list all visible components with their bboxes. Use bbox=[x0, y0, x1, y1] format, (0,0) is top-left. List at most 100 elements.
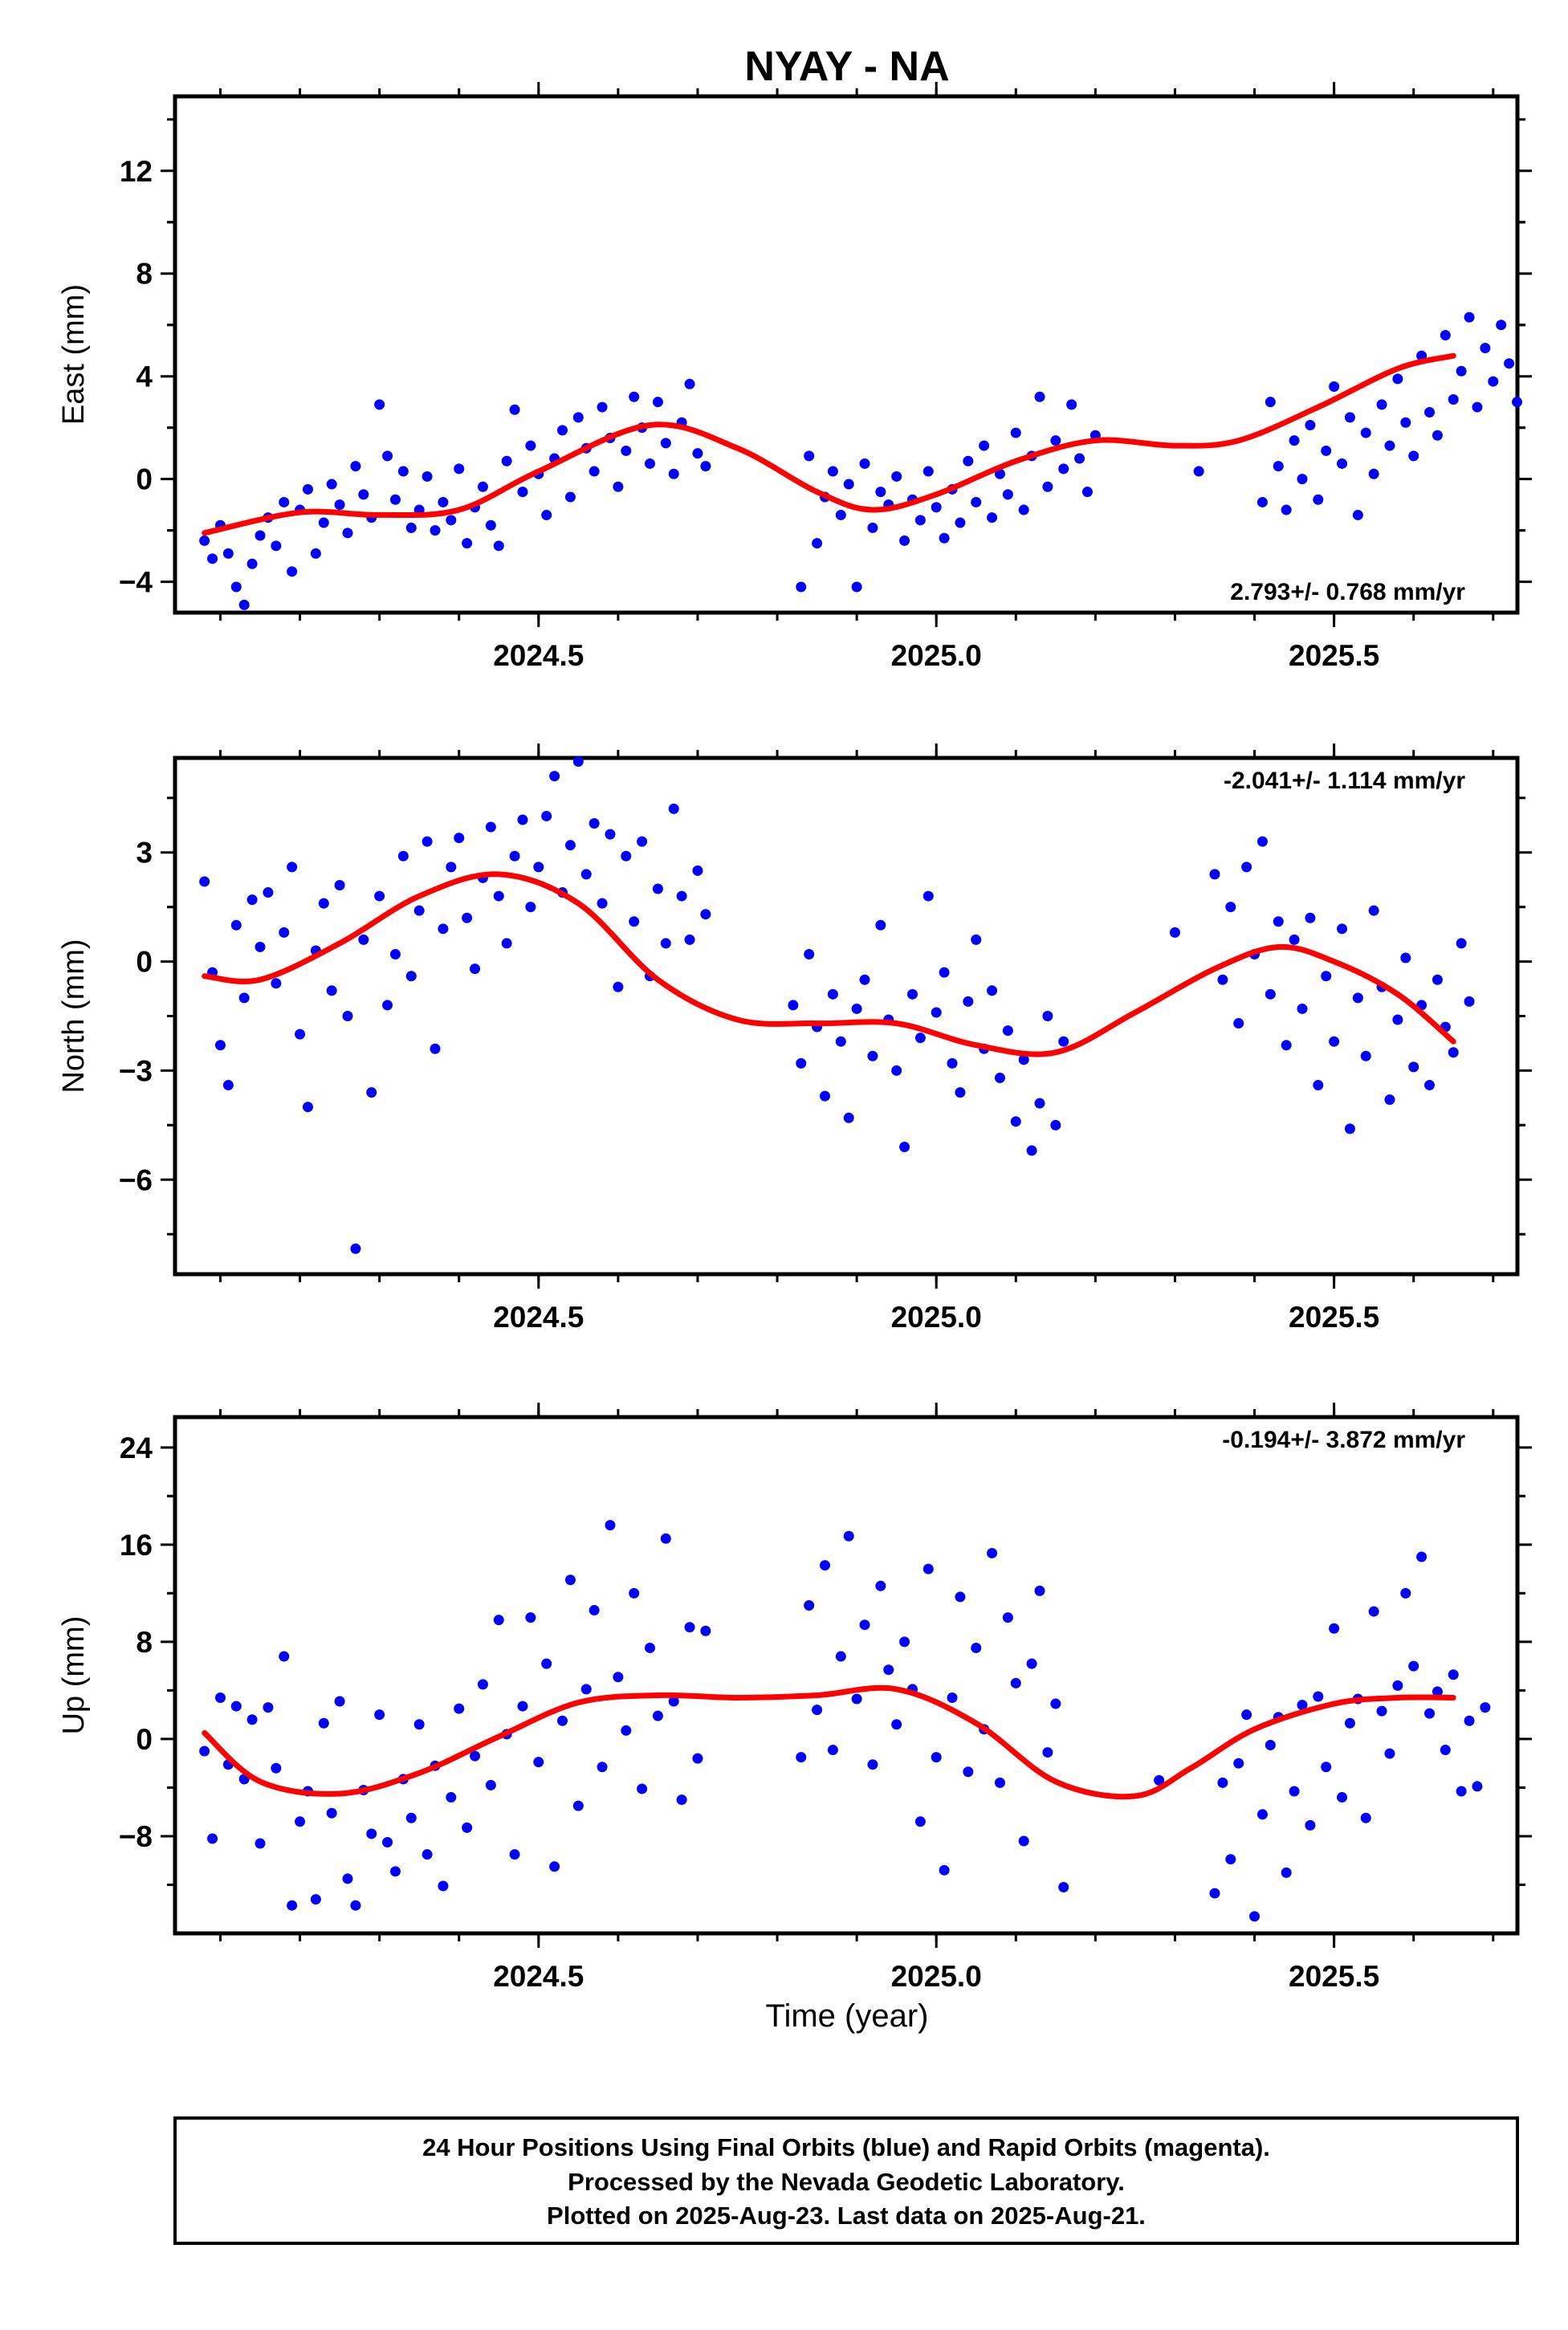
north-final-point bbox=[1289, 934, 1300, 945]
north-final-point bbox=[867, 1050, 878, 1061]
up-final-point bbox=[939, 1864, 950, 1876]
north-final-point bbox=[994, 1072, 1005, 1083]
north-panel: 2024.5 2025.0 2025.5 −6 −3 0 3 North (mm) -2.041… bbox=[57, 743, 1532, 1334]
north-final-point bbox=[589, 818, 600, 829]
north-final-point bbox=[914, 1033, 926, 1044]
east-final-point bbox=[1384, 440, 1395, 451]
up-final-point bbox=[477, 1679, 488, 1690]
up-final-point bbox=[207, 1833, 218, 1844]
east-model-curve bbox=[202, 352, 1456, 536]
up-final-point bbox=[637, 1783, 648, 1794]
north-final-point bbox=[637, 836, 648, 847]
east-final-point bbox=[557, 425, 568, 436]
east-final-point bbox=[891, 470, 902, 482]
north-final-point bbox=[931, 1007, 942, 1018]
east-final-point bbox=[1496, 320, 1507, 331]
north-final-point bbox=[827, 988, 838, 1000]
east-final-point bbox=[1456, 365, 1467, 377]
north-final-point bbox=[501, 938, 512, 949]
north-rate-annotation: -2.041+/- 1.114 mm/yr bbox=[1224, 768, 1465, 794]
north-final-point bbox=[1368, 905, 1379, 916]
north-final-point bbox=[271, 978, 282, 989]
up-final-point bbox=[899, 1636, 910, 1648]
up-final-point bbox=[1058, 1882, 1069, 1893]
east-final-point bbox=[318, 517, 329, 528]
east-final-point bbox=[358, 489, 369, 500]
up-final-point bbox=[1472, 1781, 1483, 1792]
north-final-point bbox=[485, 821, 496, 833]
up-final-point bbox=[318, 1717, 329, 1729]
east-final-point bbox=[597, 401, 608, 413]
up-final-point bbox=[1233, 1758, 1244, 1769]
north-final-point bbox=[446, 862, 457, 873]
east-final-point bbox=[246, 558, 258, 569]
up-final-point bbox=[1400, 1587, 1411, 1599]
east-final-point bbox=[1297, 474, 1308, 485]
east-final-point bbox=[238, 599, 250, 610]
east-final-point bbox=[922, 466, 934, 477]
east-final-point bbox=[979, 440, 990, 451]
north-final-point bbox=[1209, 869, 1220, 880]
east-final-point bbox=[851, 581, 862, 593]
north-x-tick-label: 2025.5 bbox=[1289, 1301, 1379, 1334]
east-final-point bbox=[859, 458, 870, 469]
east-final-point bbox=[660, 438, 671, 449]
east-final-point bbox=[914, 515, 926, 526]
footer-line-1: 24 Hour Positions Using Final Orbits (bl… bbox=[422, 2133, 1270, 2161]
north-final-point bbox=[255, 941, 266, 952]
north-final-point bbox=[1305, 912, 1316, 923]
up-final-point bbox=[700, 1625, 711, 1636]
up-final-point bbox=[557, 1715, 568, 1726]
north-final-point bbox=[374, 890, 385, 902]
north-final-point bbox=[413, 905, 425, 916]
east-final-point bbox=[1368, 468, 1379, 479]
north-final-point bbox=[470, 963, 481, 975]
north-final-point bbox=[1002, 1025, 1013, 1037]
up-final-point bbox=[1241, 1709, 1252, 1721]
east-final-point bbox=[199, 535, 210, 546]
north-final-point bbox=[1026, 1145, 1037, 1156]
east-final-point bbox=[477, 481, 488, 492]
up-final-point bbox=[405, 1812, 417, 1823]
up-final-point bbox=[1392, 1680, 1403, 1691]
up-x-tick-label: 2025.5 bbox=[1289, 1960, 1379, 1993]
north-final-point bbox=[438, 923, 449, 935]
east-y-tick-label: 8 bbox=[136, 258, 153, 291]
east-final-point bbox=[1392, 373, 1403, 385]
up-final-point bbox=[843, 1530, 854, 1542]
up-y-tick-label: 8 bbox=[136, 1626, 153, 1659]
north-y-tick-label: −3 bbox=[119, 1054, 153, 1087]
east-final-point bbox=[939, 532, 950, 544]
up-final-point bbox=[422, 1849, 433, 1860]
up-final-point bbox=[692, 1753, 703, 1764]
north-final-point bbox=[230, 919, 242, 931]
north-final-point bbox=[1256, 836, 1268, 847]
up-final-point bbox=[509, 1849, 520, 1860]
east-x-tick-label: 2024.5 bbox=[493, 639, 584, 672]
north-final-point bbox=[1400, 952, 1411, 963]
north-final-point bbox=[549, 771, 560, 782]
north-final-point bbox=[700, 909, 711, 920]
up-final-point bbox=[1281, 1867, 1292, 1878]
up-final-point bbox=[1480, 1702, 1491, 1713]
east-y-axis-label: East (mm) bbox=[57, 284, 91, 425]
up-final-point bbox=[549, 1861, 560, 1872]
east-final-point bbox=[446, 515, 457, 526]
up-final-point bbox=[1360, 1812, 1371, 1823]
up-final-point bbox=[652, 1710, 663, 1721]
up-final-point bbox=[859, 1619, 870, 1631]
up-final-point bbox=[955, 1591, 966, 1603]
north-final-point bbox=[899, 1142, 910, 1153]
north-final-point bbox=[214, 1040, 226, 1051]
north-final-point bbox=[1225, 902, 1236, 913]
north-final-point bbox=[613, 981, 624, 992]
east-final-point bbox=[1034, 391, 1045, 402]
north-final-point bbox=[430, 1043, 441, 1054]
up-final-point bbox=[796, 1752, 807, 1763]
up-y-tick-label: −8 bbox=[119, 1820, 153, 1853]
north-final-point bbox=[1050, 1119, 1061, 1130]
up-model-curve bbox=[202, 1684, 1456, 1800]
east-final-point bbox=[899, 535, 910, 546]
east-final-point bbox=[397, 466, 409, 477]
up-final-point bbox=[1154, 1774, 1165, 1786]
